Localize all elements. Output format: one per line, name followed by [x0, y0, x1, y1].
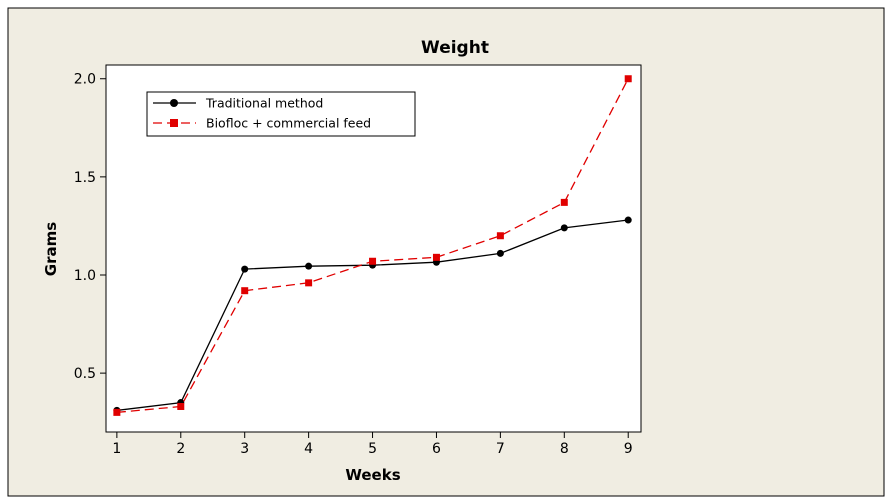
data-point [305, 279, 313, 287]
legend-label: Biofloc + commercial feed [206, 116, 371, 131]
series-layer [113, 75, 632, 416]
data-point [241, 287, 249, 295]
legend-item: Biofloc + commercial feed [153, 116, 371, 131]
y-tick-label: 2.0 [74, 72, 96, 88]
x-tick-label: 6 [432, 441, 441, 457]
data-point [305, 262, 313, 270]
data-point [241, 265, 249, 273]
x-tick-label: 2 [176, 441, 185, 457]
legend-item: Traditional method [153, 96, 323, 111]
data-point [560, 198, 568, 206]
data-point [177, 402, 185, 410]
legend: Traditional method Biofloc + commercial f… [146, 91, 416, 137]
data-point [496, 249, 504, 257]
chart-title: Weight [421, 38, 489, 58]
legend-marker [170, 99, 178, 107]
x-tick-label: 7 [496, 441, 505, 457]
y-tick-label: 1.0 [74, 268, 96, 284]
data-point [432, 253, 440, 261]
data-point [113, 408, 121, 416]
series-2 [113, 75, 632, 416]
x-tick-label: 1 [112, 441, 121, 457]
x-tick-label: 4 [304, 441, 313, 457]
data-point [496, 232, 504, 240]
y-axis: 0.5 1.0 1.5 2.0 [74, 72, 106, 382]
data-point [624, 216, 632, 224]
legend-box [146, 91, 416, 137]
y-tick-label: 0.5 [74, 366, 96, 382]
x-tick-label: 8 [560, 441, 569, 457]
legend-marker [170, 119, 178, 127]
x-axis: 1 2 3 4 5 6 7 8 9 [112, 432, 633, 457]
data-point [369, 257, 377, 265]
x-axis-label: Weeks [345, 466, 400, 484]
x-tick-label: 5 [368, 441, 377, 457]
y-axis-label: Grams [42, 222, 60, 276]
legend-label: Traditional method [205, 96, 323, 111]
data-point [624, 75, 632, 83]
data-point [560, 224, 568, 232]
x-tick-label: 9 [624, 441, 633, 457]
y-tick-label: 1.5 [74, 170, 96, 186]
x-tick-label: 3 [240, 441, 249, 457]
